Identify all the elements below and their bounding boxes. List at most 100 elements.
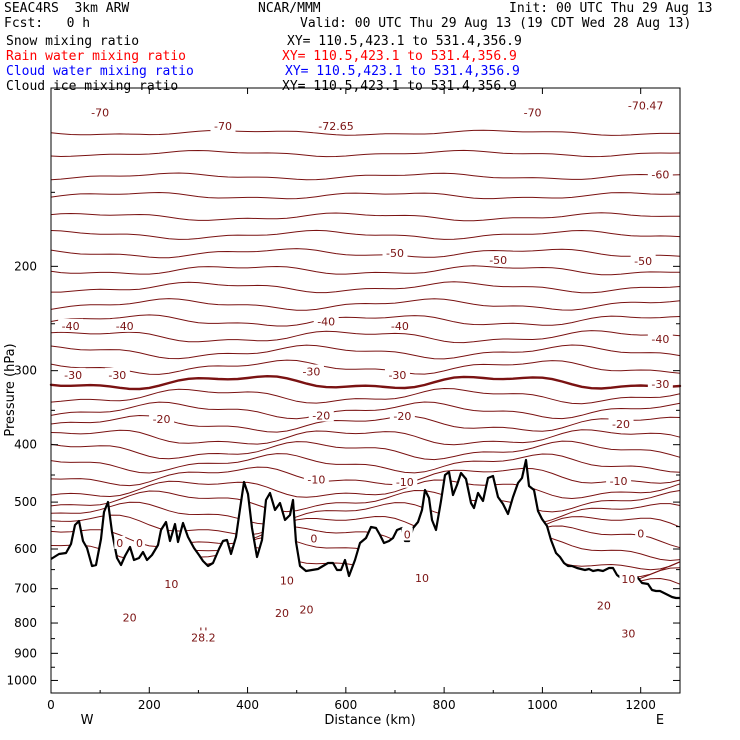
field-label-snow: Snow mixing ratio [6, 34, 140, 49]
contour-label: -10 [396, 476, 414, 489]
contour-label: -20 [153, 413, 171, 426]
contour-line [50, 401, 681, 420]
contour-label-bg [635, 526, 647, 540]
contour-line [50, 314, 681, 327]
contour-label-bg [606, 474, 632, 488]
contour-label-bg [647, 331, 673, 345]
contour-label-bg [389, 409, 415, 423]
y-tick-label: 600 [14, 542, 37, 556]
x-tick-label: 1200 [625, 698, 656, 712]
contour-line [50, 298, 681, 311]
contour-label-bg [114, 535, 126, 549]
contour-line [50, 479, 681, 500]
contour-label: -40 [317, 316, 335, 329]
field-xy-cloud-ice: XY= 110.5,423.1 to 531.4,356.9 [282, 79, 517, 94]
field-xy-snow: XY= 110.5,423.1 to 531.4,356.9 [287, 34, 522, 49]
contour-label: -30 [651, 378, 669, 391]
contour-label-bg [58, 318, 84, 332]
contour-label-bg [313, 119, 360, 133]
org-label: NCAR/MMM [258, 1, 321, 16]
contour-label: -50 [489, 254, 507, 267]
contour-label: -70 [91, 107, 109, 120]
contour-label-bg [210, 119, 236, 133]
x-tick-label: 200 [138, 698, 161, 712]
contour-label-bg [187, 630, 220, 644]
plot-frame [50, 87, 681, 694]
contour-line [50, 191, 681, 200]
contour-label: 20 [300, 603, 314, 616]
contour-label-bg [308, 531, 320, 545]
model-title: SEAC4RS 3km ARW [4, 1, 130, 16]
contour-label-bg [60, 367, 86, 381]
contour-label-bg [384, 367, 410, 381]
contour-label: 10 [280, 574, 294, 587]
contour-line [50, 344, 681, 360]
contour-label-bg [619, 626, 638, 640]
contour-label: -30 [64, 369, 82, 382]
y-tick-label: 300 [14, 364, 37, 378]
contour-label-bg [630, 254, 656, 268]
contour-line [49, 374, 682, 391]
contour-label-bg [272, 606, 291, 620]
x-tick-label: 600 [334, 698, 357, 712]
contour-label-bg [297, 602, 316, 616]
contour-label: -72.65 [318, 120, 353, 133]
contour-label-bg [485, 252, 511, 266]
contour-line [50, 330, 681, 344]
contour-label-bg [162, 577, 181, 591]
terrain-surface [50, 458, 680, 600]
contour-label: -20 [393, 410, 411, 423]
y-tick-label: 500 [14, 495, 37, 509]
x-tick-label: 800 [433, 698, 456, 712]
contour-label-bg [608, 416, 634, 430]
y-tick-label: 700 [14, 582, 37, 596]
contour-label: 30 [621, 628, 635, 641]
contour-label-bg [298, 364, 324, 378]
contour-label-bg [413, 571, 432, 585]
contour-line [50, 501, 681, 525]
contour-line [50, 466, 681, 487]
contour-label: 0 [136, 537, 143, 550]
contour-label: -30 [302, 366, 320, 379]
terrain-layer [50, 458, 680, 693]
contour-line [50, 525, 681, 549]
contour-label-bg [622, 98, 669, 112]
contour-label: 0 [637, 528, 644, 541]
contour-label: -70.47 [628, 99, 663, 112]
valid-time: Valid: 00 UTC Thu 29 Aug 13 (19 CDT Wed … [300, 16, 692, 31]
x-tick-label: 400 [236, 698, 259, 712]
contour-label-bg [87, 105, 113, 119]
field-xy-rain: XY= 110.5,423.1 to 531.4,356.9 [282, 49, 517, 64]
contour-label: -20 [612, 418, 630, 431]
contour-line [50, 453, 681, 474]
field-xy-cloud-water: XY= 110.5,423.1 to 531.4,356.9 [285, 64, 520, 79]
contour-label-bg [594, 598, 613, 612]
contour-line [50, 514, 681, 536]
contour-label: -50 [634, 255, 652, 268]
field-label-rain: Rain water mixing ratio [6, 49, 187, 64]
x-tick-label: 0 [47, 698, 55, 712]
contour-label: -50 [386, 247, 404, 260]
y-tick-label: 400 [14, 438, 37, 452]
east-label: E [656, 713, 664, 728]
contour-line [50, 229, 681, 240]
contour-line [50, 387, 681, 405]
contour-line [50, 129, 681, 136]
contour-label: -30 [108, 369, 126, 382]
contour-label: 28.2 [191, 631, 216, 644]
contour-label: 0 [116, 537, 123, 550]
contour-label: 20 [123, 612, 137, 625]
contour-label: -60 [651, 169, 669, 182]
y-tick-label: 800 [14, 616, 37, 630]
contour-label-bg [520, 105, 546, 119]
y-tick-label: 200 [14, 259, 37, 273]
contour-label: -10 [610, 475, 628, 488]
contour-line [50, 149, 681, 158]
contour-label: -70 [524, 107, 542, 120]
contour-line [50, 489, 681, 513]
contour-label-bg [277, 573, 296, 587]
contour-label: -30 [388, 369, 406, 382]
contour-label: -40 [391, 320, 409, 333]
contour-line [50, 429, 681, 446]
